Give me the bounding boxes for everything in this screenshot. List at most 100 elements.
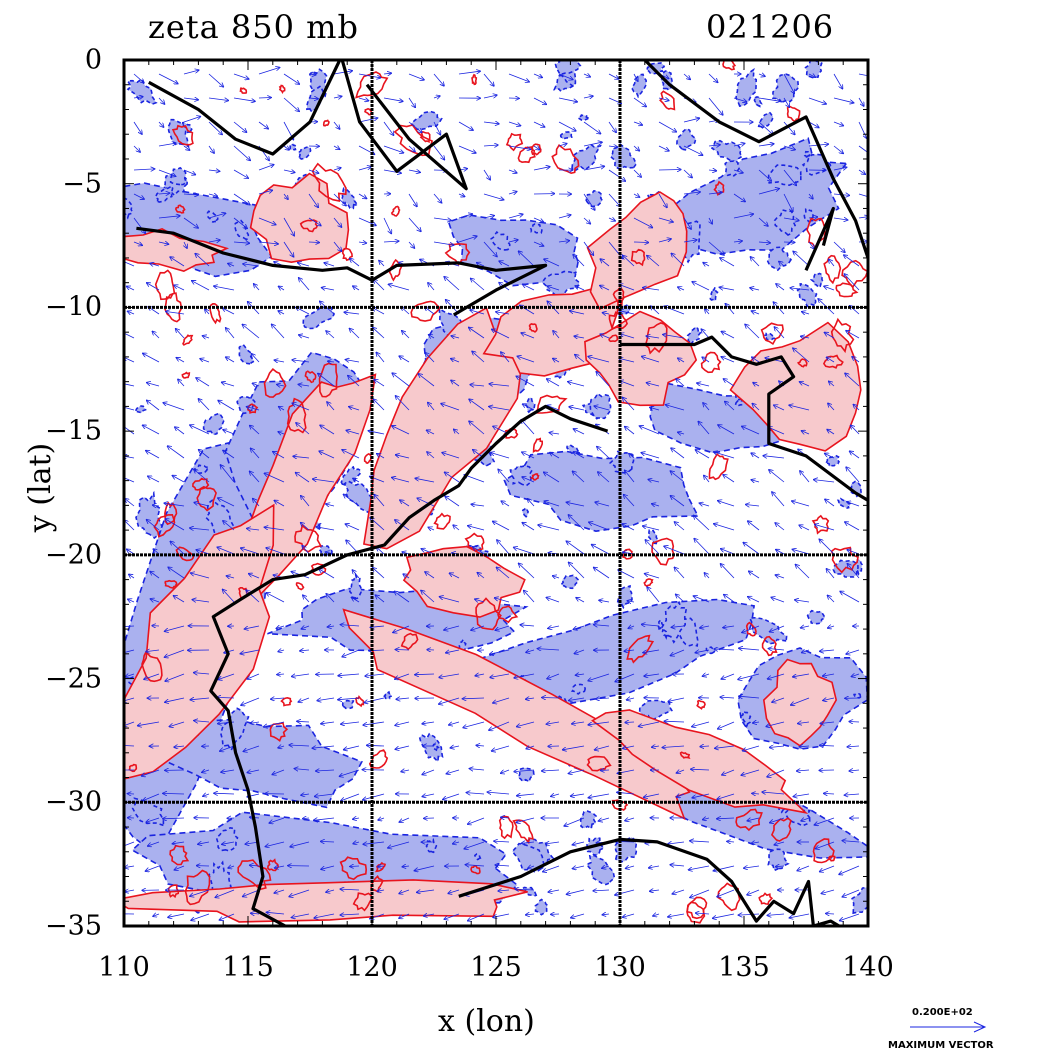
wind-vector [752, 404, 760, 411]
wind-vector [283, 170, 295, 172]
wind-vector [284, 193, 288, 199]
wind-vector [508, 192, 517, 194]
wind-vector [375, 595, 385, 603]
wind-vector [483, 73, 494, 86]
wind-vector [746, 505, 760, 507]
positive-vorticity-cell [239, 87, 248, 94]
positive-vorticity-cell [497, 605, 519, 624]
wind-vector [721, 357, 735, 363]
wind-vector [283, 146, 289, 150]
wind-vector [124, 332, 135, 339]
wind-vector [127, 549, 135, 555]
wind-vector [717, 818, 735, 819]
wind-vector [493, 521, 510, 531]
wind-vector [152, 331, 160, 339]
wind-vector [845, 373, 860, 387]
wind-vector [143, 793, 160, 801]
negative-vorticity-cell [534, 898, 549, 916]
wind-vector [668, 842, 685, 844]
wind-vector [516, 817, 535, 823]
negative-vorticity-cell [296, 145, 312, 160]
wind-vector [483, 95, 497, 99]
wind-vector [428, 283, 435, 291]
negative-vorticity-area [503, 450, 700, 533]
wind-vector [547, 379, 560, 387]
wind-vector [190, 425, 210, 435]
wind-vector [714, 452, 735, 459]
wind-vector [392, 478, 410, 483]
wind-vector [195, 254, 210, 267]
positive-vorticity-cell [505, 132, 524, 152]
wind-vector [190, 528, 210, 530]
wind-vector [576, 674, 585, 675]
wind-vector [490, 649, 510, 654]
wind-vector [147, 520, 160, 531]
wind-vector [752, 311, 760, 314]
negative-vorticity-cell [772, 73, 800, 104]
wind-vector [801, 818, 810, 821]
wind-vector [492, 745, 510, 751]
wind-vector [619, 285, 635, 291]
wind-vector [799, 746, 810, 747]
wind-vector [501, 352, 510, 363]
wind-vector [467, 793, 485, 794]
wind-vector [718, 501, 735, 507]
positive-vorticity-cell [311, 162, 347, 202]
wind-vector [250, 426, 260, 435]
x-tick-label: 135 [718, 952, 770, 983]
wind-vector [373, 328, 385, 339]
wind-vector [422, 722, 435, 724]
wind-vector [558, 241, 569, 242]
wind-vector [690, 841, 710, 842]
wind-vector [833, 73, 843, 89]
wind-vector [226, 357, 235, 363]
wind-vector [328, 626, 335, 627]
wind-vector [165, 697, 185, 702]
wind-vector [633, 122, 642, 125]
wind-vector [276, 626, 285, 628]
wind-vector [592, 545, 610, 555]
wind-vector [692, 793, 710, 798]
positive-vorticity-cell [322, 119, 330, 127]
wind-vector [265, 841, 285, 847]
wind-vector [798, 722, 810, 724]
wind-vector [150, 599, 160, 602]
wind-vector [269, 817, 285, 823]
wind-vector [395, 745, 410, 749]
wind-vector [521, 420, 535, 435]
wind-vector [853, 405, 860, 411]
wind-vector [646, 336, 660, 338]
wind-vector [133, 145, 140, 152]
wind-vector [678, 287, 685, 290]
wind-vector [445, 496, 460, 507]
wind-vector [272, 324, 285, 339]
wind-vector [458, 236, 477, 243]
wind-vector [196, 550, 210, 555]
wind-vector [546, 722, 560, 724]
wind-vector [683, 169, 692, 178]
wind-vector [801, 336, 810, 338]
wind-vector [597, 447, 610, 459]
wind-vector [227, 576, 235, 578]
wind-vector [158, 193, 170, 194]
wind-vector [301, 496, 310, 507]
negative-vorticity-cell [724, 159, 740, 177]
wind-vector [575, 355, 585, 363]
wind-vector [700, 626, 710, 628]
wind-vector [253, 383, 260, 386]
wind-vector [174, 285, 185, 291]
positive-vorticity-cell [830, 317, 855, 354]
wind-vector [449, 722, 460, 725]
wind-vector [292, 403, 310, 411]
wind-vector [353, 842, 360, 844]
wind-vector [696, 450, 710, 459]
wind-vector [705, 309, 710, 315]
wind-vector [383, 145, 403, 153]
wind-vector [125, 866, 135, 868]
wind-vector [333, 71, 352, 75]
wind-vector [753, 383, 760, 386]
negative-vorticity-cell [236, 395, 257, 415]
wind-vector [220, 745, 235, 751]
wind-vector [147, 283, 160, 291]
wind-vector [793, 673, 810, 677]
